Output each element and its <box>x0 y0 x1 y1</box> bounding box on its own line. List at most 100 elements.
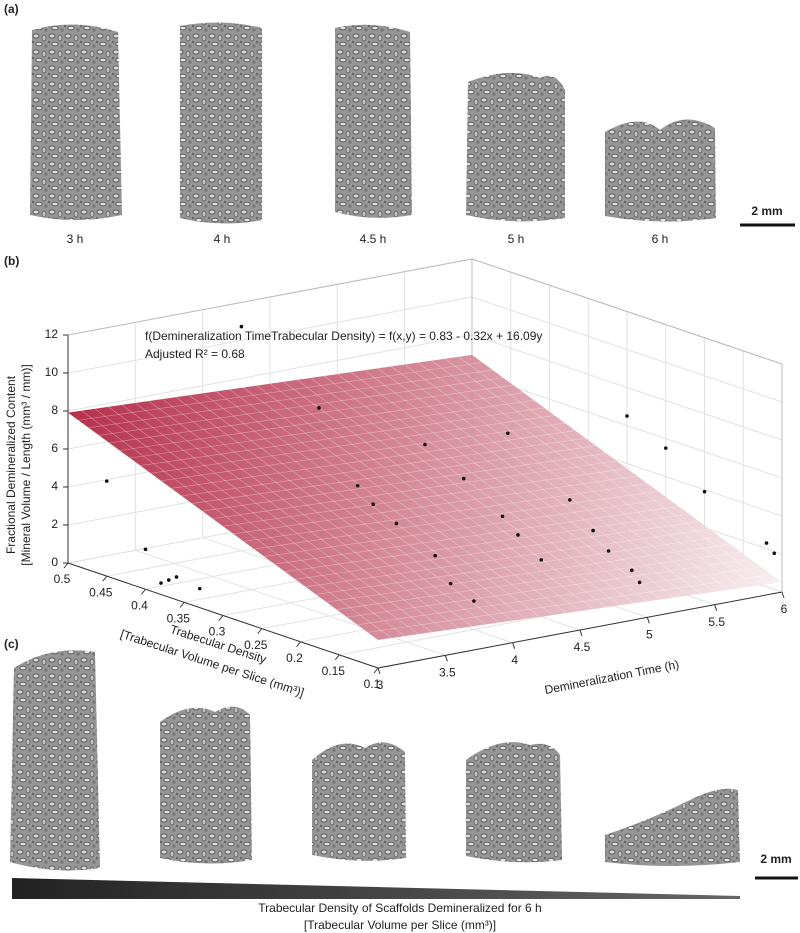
surface-mesh <box>256 385 567 614</box>
data-point <box>591 528 595 533</box>
tick-mark <box>334 654 340 661</box>
x-tick-label: 4.5 <box>574 640 591 654</box>
surface-mesh <box>191 445 597 504</box>
surface-mesh <box>243 483 648 542</box>
data-point <box>764 541 769 545</box>
surface-mesh <box>202 452 607 512</box>
surface-mesh <box>121 404 433 633</box>
data-point <box>663 446 668 450</box>
scale-bar-label: 2 mm <box>751 204 782 218</box>
surface-mesh <box>296 379 608 608</box>
surface-mesh <box>129 399 535 459</box>
data-point <box>371 502 375 507</box>
data-point <box>625 414 629 418</box>
data-point <box>448 581 453 586</box>
surface-mesh <box>253 490 659 550</box>
x-tick-label: 3 <box>377 678 384 692</box>
tick-mark <box>296 641 301 648</box>
surface-mesh <box>81 410 392 639</box>
data-point <box>630 568 634 573</box>
data-point <box>355 483 360 488</box>
caption: 5 h <box>508 232 525 246</box>
y-tick-label: 0.25 <box>244 638 268 652</box>
surface-mesh <box>284 513 690 573</box>
annotation: Adjusted R² = 0.68 <box>145 347 245 361</box>
box-edge <box>67 258 473 336</box>
surface-mesh <box>364 369 675 598</box>
caption: 3 h <box>67 232 84 246</box>
surface-mesh <box>171 430 576 489</box>
surface-mesh <box>315 536 721 595</box>
surface-mesh <box>162 398 473 627</box>
z-tick-label: 10 <box>45 365 59 379</box>
tick-mark <box>141 588 146 595</box>
panel-label: (c) <box>4 637 19 651</box>
scaffold-images-a <box>30 22 716 224</box>
x-tick-label: 4 <box>511 653 518 667</box>
data-point <box>472 599 476 603</box>
tick-mark <box>102 575 108 582</box>
data-point <box>539 558 544 562</box>
surface-mesh <box>108 406 419 635</box>
y-tick-label: 0.5 <box>54 572 71 586</box>
tick-mark <box>646 617 650 624</box>
z-tick-label: 6 <box>51 441 58 455</box>
surface-mesh <box>431 360 742 589</box>
surface-mesh <box>326 543 731 603</box>
surface-mesh <box>269 383 581 612</box>
surface-mesh <box>323 375 635 604</box>
data-point <box>197 586 202 591</box>
grid-line <box>471 372 783 479</box>
fit-surface <box>68 354 782 640</box>
y-tick-label: 0.45 <box>89 585 113 599</box>
axis-label: [Trabecular Volume per Slice (mm³)] <box>304 918 496 932</box>
data-point <box>143 547 148 552</box>
surface-mesh <box>274 506 679 565</box>
surface-mesh <box>444 358 756 587</box>
surface-mesh <box>357 566 762 626</box>
surface-mesh <box>150 415 555 474</box>
tick-mark <box>373 667 379 674</box>
tick-mark <box>377 667 381 675</box>
surface-mesh <box>140 407 545 466</box>
z-tick-label: 8 <box>51 403 58 417</box>
data-point <box>637 580 642 585</box>
y-tick-label: 0.4 <box>131 598 148 612</box>
y-tick-label: 0.1 <box>364 677 381 691</box>
surface-mesh <box>233 475 638 535</box>
surface-mesh <box>202 393 513 621</box>
caption: 6 h <box>652 232 669 246</box>
surface-mesh <box>148 400 460 629</box>
y-tick-label: 0.15 <box>322 664 346 678</box>
z-tick-label: 12 <box>45 327 59 341</box>
surface-mesh <box>160 422 566 482</box>
surface-mesh <box>283 381 594 610</box>
data-point <box>104 479 109 483</box>
surface-mesh <box>305 528 710 588</box>
panel-label: (a) <box>4 2 19 16</box>
data-point <box>461 476 466 481</box>
surface-mesh <box>229 389 540 618</box>
data-point <box>433 553 437 558</box>
tick-mark <box>444 655 448 662</box>
surface-plot: 3 3.5 4 4.5 5 5.5 6 0.1 0.15 0.2 0.25 0.3 0.35 0.4 0.4… <box>45 258 788 692</box>
tick-mark <box>512 642 516 649</box>
z-axis-label: Fractional Demineralized Content <box>4 375 18 554</box>
panel-label: (b) <box>4 254 19 268</box>
x-tick-label: 3.5 <box>439 666 456 680</box>
x-tick-label: 6 <box>781 602 788 616</box>
density-wedge <box>12 878 740 899</box>
data-point <box>317 406 321 410</box>
data-point <box>772 551 777 556</box>
surface-mesh <box>404 364 715 593</box>
surface-mesh <box>346 559 752 618</box>
surface-mesh <box>458 356 769 585</box>
surface-mesh <box>119 392 524 451</box>
axis-label: Trabecular Density of Scaffolds Deminera… <box>258 901 541 915</box>
scale-bar-label: 2 mm <box>760 852 791 866</box>
x-tick-label: 5 <box>646 628 653 642</box>
surface-mesh <box>390 366 702 594</box>
tick-mark <box>63 562 69 569</box>
surface-mesh <box>181 437 586 497</box>
